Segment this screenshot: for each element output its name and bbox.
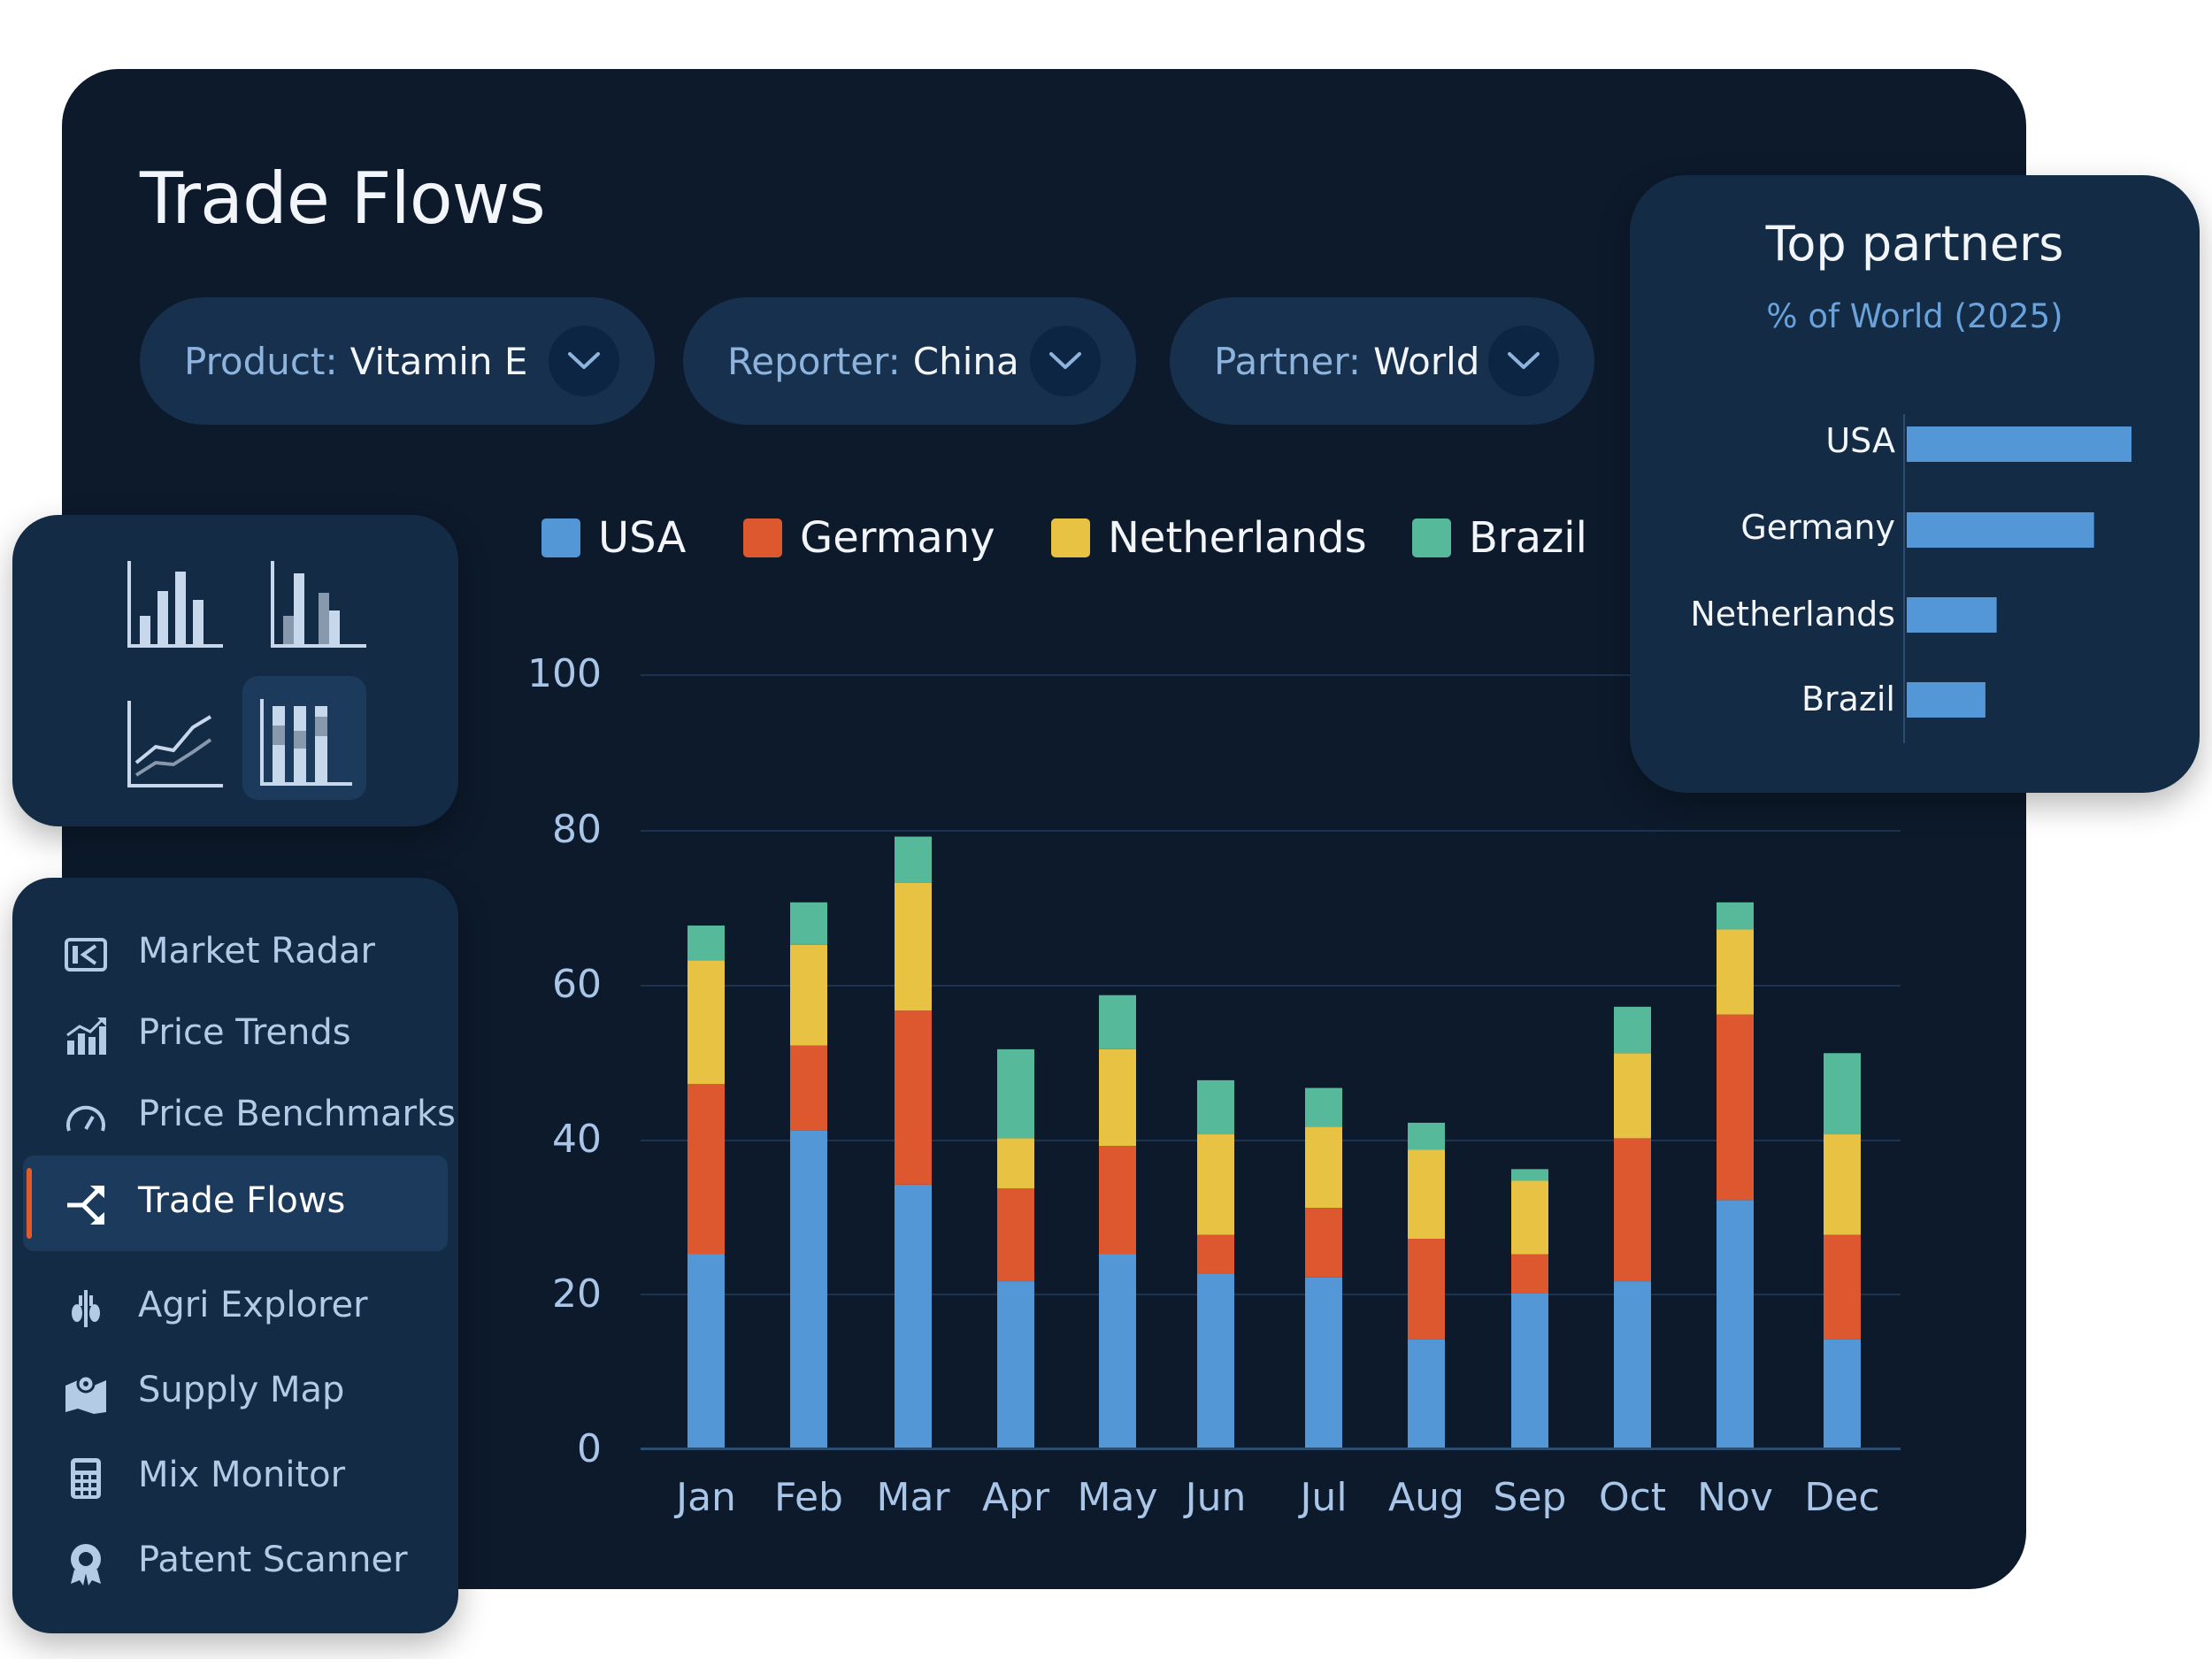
gridline	[641, 985, 1901, 987]
sidebar-item-mix-monitor[interactable]: Mix Monitor	[12, 1430, 458, 1525]
legend-label: Netherlands	[1108, 513, 1367, 563]
y-tick-label: 80	[552, 807, 602, 852]
chart-type-switcher	[12, 515, 458, 826]
sidebar-item-price-benchmarks[interactable]: Price Benchmarks	[12, 1069, 458, 1164]
legend-item-netherlands[interactable]: Netherlands	[1051, 513, 1367, 563]
chevron-down-icon[interactable]	[1488, 326, 1559, 396]
partner-filter-label: Partner:	[1214, 339, 1362, 383]
reporter-filter-label: Reporter:	[727, 339, 901, 383]
reporter-filter-value: China	[912, 339, 1019, 383]
sidebar-item-label: Mix Monitor	[138, 1455, 346, 1495]
x-tick-label: Jul	[1300, 1475, 1348, 1520]
y-tick-label: 40	[552, 1117, 602, 1162]
sidebar-item-agri-explorer[interactable]: Agri Explorer	[12, 1260, 458, 1356]
product-filter-value: Vitamin E	[349, 339, 528, 383]
sidebar-item-price-trends[interactable]: Price Trends	[12, 987, 458, 1083]
top-partners-panel: Top partners % of World (2025) USA Germa…	[1630, 175, 2200, 793]
page-title: Trade Flows	[140, 157, 546, 240]
x-tick-label: Dec	[1804, 1475, 1880, 1520]
product-filter-label: Product:	[184, 339, 338, 383]
legend-item-brazil[interactable]: Brazil	[1412, 513, 1587, 563]
gridline	[641, 830, 1901, 832]
sidebar-item-label: Price Trends	[138, 1012, 351, 1053]
legend-swatch	[1412, 518, 1451, 557]
x-tick-label: Mar	[876, 1475, 950, 1520]
sidebar-item-label: Market Radar	[138, 931, 375, 972]
wheat-icon	[64, 1286, 108, 1331]
map-pin-icon	[64, 1371, 108, 1416]
reporter-filter[interactable]: Reporter: China	[683, 297, 1136, 425]
top-partners-title: Top partners	[1765, 216, 2064, 272]
y-tick-label: 0	[577, 1426, 602, 1471]
price-trends-icon	[64, 1014, 108, 1058]
partner-label: Netherlands	[1690, 595, 1895, 634]
sidebar-item-patent-scanner[interactable]: Patent Scanner	[12, 1515, 458, 1610]
badge-icon	[64, 1541, 108, 1586]
legend-label: Germany	[800, 513, 995, 563]
y-tick-label: 20	[552, 1271, 602, 1317]
gridline	[641, 1294, 1901, 1295]
x-axis-line	[641, 1448, 1901, 1450]
sidebar-item-label: Supply Map	[138, 1370, 345, 1410]
grouped-bar-chart-icon[interactable]	[255, 547, 379, 671]
sidebar-item-label: Price Benchmarks	[138, 1094, 456, 1134]
legend-swatch	[743, 518, 782, 557]
chevron-down-icon[interactable]	[1030, 326, 1101, 396]
partner-label: Brazil	[1801, 680, 1895, 718]
x-tick-label: Sep	[1493, 1475, 1567, 1520]
market-radar-icon	[64, 933, 108, 977]
gridline	[641, 674, 1901, 676]
stacked-bar-chart-icon[interactable]	[242, 676, 366, 800]
legend-item-usa[interactable]: USA	[541, 513, 686, 563]
legend-item-germany[interactable]: Germany	[743, 513, 995, 563]
x-tick-label: Feb	[774, 1475, 843, 1520]
sidebar-item-label: Agri Explorer	[138, 1285, 368, 1325]
partner-filter-value: World	[1373, 339, 1480, 383]
active-highlight	[23, 1156, 448, 1251]
sidebar-item-label: Trade Flows	[138, 1180, 346, 1221]
x-tick-label: Jun	[1185, 1475, 1247, 1520]
x-tick-label: Jan	[676, 1475, 736, 1520]
sidebar-item-trade-flows[interactable]: Trade Flows	[12, 1156, 458, 1251]
legend-swatch	[541, 518, 580, 557]
trade-flows-icon	[64, 1182, 108, 1226]
sidebar-item-label: Patent Scanner	[138, 1540, 408, 1580]
active-indicator	[27, 1168, 32, 1239]
x-tick-label: Aug	[1388, 1475, 1464, 1520]
gridline	[641, 1140, 1901, 1141]
x-tick-label: Apr	[981, 1475, 1050, 1520]
legend-label: USA	[598, 513, 687, 563]
partner-label: Germany	[1740, 508, 1895, 547]
x-tick-label: May	[1077, 1475, 1158, 1520]
product-filter[interactable]: Product: Vitamin E	[140, 297, 655, 425]
sidebar-item-supply-map[interactable]: Supply Map	[12, 1345, 458, 1440]
sidebar-item-market-radar[interactable]: Market Radar	[12, 906, 458, 1002]
y-tick-label: 100	[527, 651, 602, 696]
partner-label: USA	[1825, 421, 1895, 460]
y-tick-label: 60	[552, 962, 602, 1007]
calculator-icon	[64, 1456, 108, 1501]
legend-label: Brazil	[1469, 513, 1587, 563]
top-partners-subtitle: % of World (2025)	[1766, 297, 2063, 335]
line-chart-icon[interactable]	[111, 687, 235, 810]
bar-chart-icon[interactable]	[111, 547, 235, 671]
x-tick-label: Oct	[1598, 1475, 1667, 1520]
x-tick-label: Nov	[1697, 1475, 1773, 1520]
partner-filter[interactable]: Partner: World	[1170, 297, 1594, 425]
chevron-down-icon[interactable]	[549, 326, 619, 396]
sidebar: Market Radar Price Trends Price Benchmar…	[12, 878, 458, 1633]
legend-swatch	[1051, 518, 1090, 557]
gauge-icon	[64, 1095, 108, 1140]
